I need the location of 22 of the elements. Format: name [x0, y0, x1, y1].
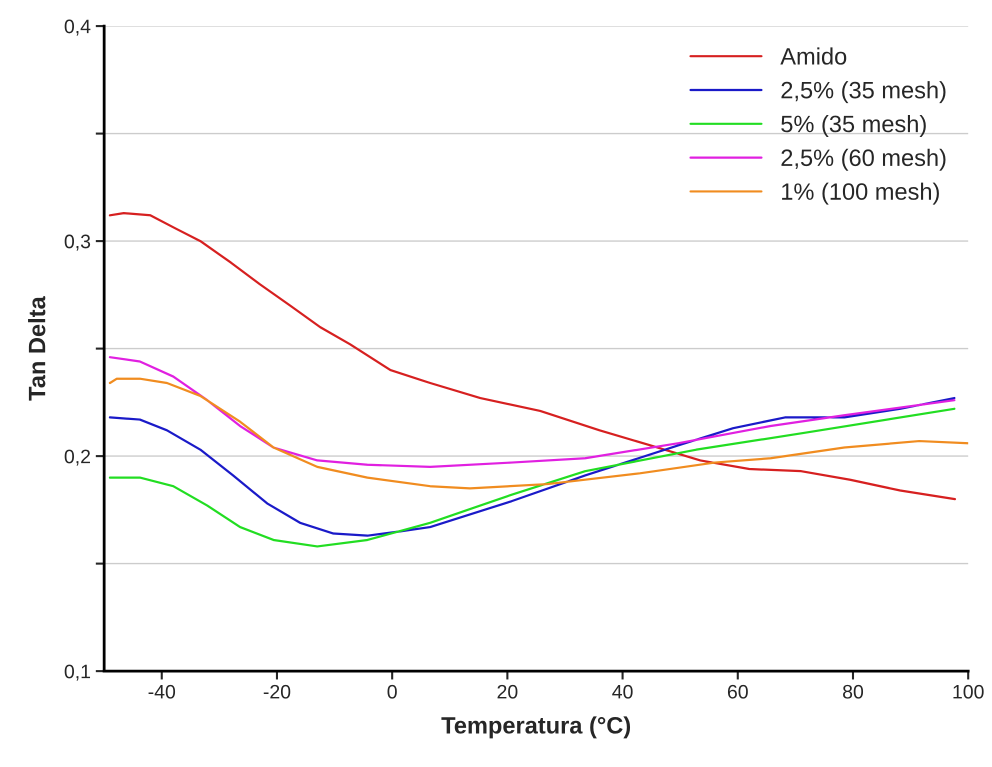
x-tick-label: 80: [843, 684, 864, 699]
y-tick-label: 0,2: [64, 450, 90, 466]
legend-label: 5% (35 mesh): [781, 114, 926, 137]
x-tick-label: -40: [148, 684, 176, 699]
y-tick-label: 0,3: [64, 234, 90, 251]
legend-label: Amido: [780, 47, 846, 65]
x-tick-label: 100: [953, 684, 984, 699]
x-tick-label: 0: [388, 684, 397, 699]
legend-label: 2,5% (35 mesh): [781, 81, 946, 104]
y-tick-label: 0,1: [64, 664, 90, 681]
x-axis-title: Temperatura (°C): [441, 716, 630, 738]
x-tick-label: -20: [264, 684, 290, 699]
line-series: [108, 378, 968, 490]
legend-label: 1% (100 mesh): [782, 182, 939, 205]
y-tick-label: 0,4: [64, 20, 90, 36]
y-axis-title: Tan Delta: [28, 296, 46, 401]
line-series: [108, 356, 956, 468]
x-tick-label: 40: [612, 684, 633, 699]
x-tick-label: 20: [498, 684, 518, 699]
x-tick-label: 60: [728, 684, 748, 699]
legend-label: 2,5% (60 mesh): [781, 148, 946, 171]
line-series: [108, 212, 956, 500]
